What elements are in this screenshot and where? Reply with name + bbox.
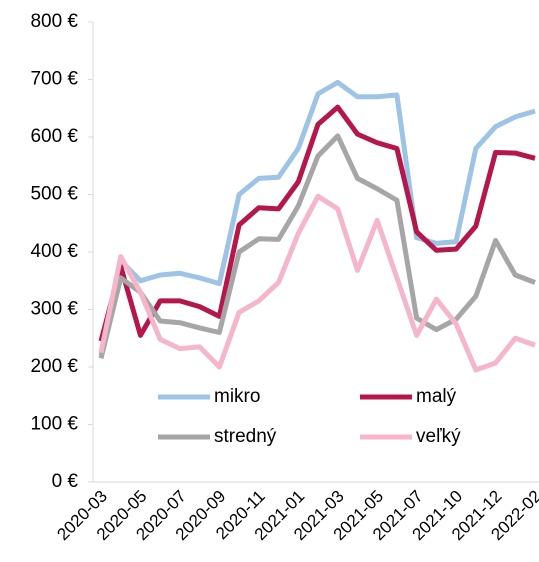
- series-line: [98, 79, 536, 357]
- series-line: [98, 133, 536, 359]
- legend-label: malý: [416, 386, 457, 407]
- y-tick-label: 500 €: [30, 184, 78, 205]
- y-tick-label: 0 €: [52, 471, 79, 492]
- y-tick-label: 800 €: [30, 11, 78, 32]
- series-line: [98, 193, 536, 373]
- legend-label: stredný: [214, 426, 277, 447]
- y-tick-label: 100 €: [30, 414, 78, 435]
- legend-label: veľký: [416, 426, 461, 447]
- y-tick-label: 300 €: [30, 299, 78, 320]
- y-tick-label: 200 €: [30, 356, 78, 377]
- series-line: [98, 104, 536, 342]
- y-tick-label: 600 €: [30, 126, 78, 147]
- y-tick-label: 400 €: [30, 241, 78, 262]
- y-tick-label: 700 €: [30, 69, 78, 90]
- legend-label: mikro: [214, 386, 260, 407]
